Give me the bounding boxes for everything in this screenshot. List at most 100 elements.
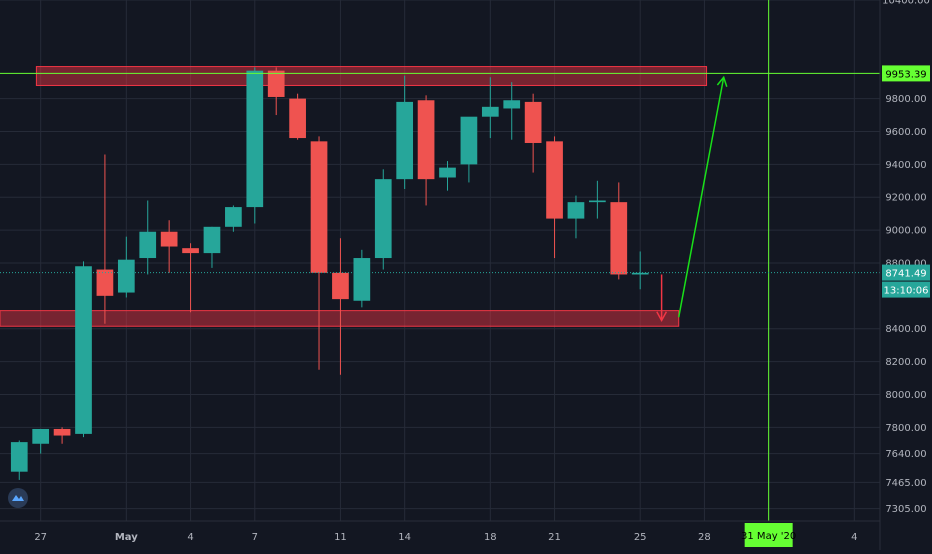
candle-body [267,70,285,97]
y-tick-label: 9800.00 [885,94,926,105]
x-tick-label: May [115,532,138,543]
candle [10,440,28,480]
candle [460,116,478,183]
candle-body [225,207,242,227]
y-tick-label: 7305.00 [885,504,926,515]
countdown-bg [882,281,930,298]
candle-body [246,70,264,208]
candle [610,182,628,280]
x-tick-label: 4 [187,532,193,543]
candle-body [374,179,392,259]
y-tick-label: 10400.00 [882,0,930,7]
candle [267,67,285,116]
countdown-text: 13:10:06 [884,286,929,297]
candle-body [32,428,50,444]
target-price-label: 9953.39 [882,65,930,82]
y-tick-label: 9200.00 [885,193,926,204]
candle [310,136,328,370]
candle [139,200,157,275]
candle [96,154,114,324]
candle-body [310,141,328,273]
y-tick-label: 9600.00 [885,127,926,138]
x-tick-label: 14 [398,532,411,543]
last-price-label-bg [882,264,930,281]
last-price-label: 8741.49 [882,264,930,281]
candle-body [396,101,414,180]
candle [246,67,264,224]
arrow-shaft [677,77,725,318]
arrow-head [656,311,668,323]
candle-body [203,226,221,254]
candle [225,205,242,232]
x-tick-label: 25 [634,532,647,543]
candle [289,93,306,140]
candle [417,95,435,206]
price-axis[interactable]: 10400.00 9800.00 9600.00 9400.00 9200.00 9000… [882,0,930,515]
x-tick-label: 28 [698,532,711,543]
price-labels: 9953.39 8741.49 13:10:06 31 May '20 [741,65,930,547]
target-price-label-bg [882,65,930,82]
crosshair-date-label: 31 May '20 [741,523,796,547]
candle-body [139,231,157,259]
crosshair-date-text: 31 May '20 [741,531,796,542]
candle-body [353,258,371,301]
candle [374,169,392,270]
candle [481,77,499,139]
candle-body [589,200,606,203]
candle [546,136,563,259]
candle-body [610,202,628,275]
candle-body [182,248,199,254]
candle [524,93,542,173]
y-tick-label: 7640.00 [885,449,926,460]
candle-body [160,231,178,247]
candle [160,220,178,273]
candle-body [631,272,649,275]
x-tick-label: 21 [548,532,561,543]
candle [332,238,349,375]
candle [439,161,456,191]
y-tick-label: 7465.00 [885,478,926,489]
candle [53,427,71,444]
target-price-label-text: 9953.39 [885,69,926,80]
candle [75,261,92,438]
candle-body [289,98,306,139]
x-tick-label: 18 [484,532,497,543]
candle-body [332,272,349,300]
candle-body [10,442,28,472]
candle-body [546,141,563,219]
time-axis[interactable]: 27 May 4 7 11 14 18 21 25 28 4 [34,532,857,543]
x-tick-label: 4 [851,532,857,543]
candle-body [439,167,456,178]
candle-body [524,101,542,143]
zones [0,66,708,327]
candle-body [117,259,135,293]
candle-body [96,269,114,296]
y-tick-label: 8800.00 [885,258,926,269]
candle [589,180,606,219]
x-tick-label: 7 [252,532,258,543]
candle [396,75,414,190]
support-zone [0,310,680,327]
up-arrow [677,75,728,318]
arrow-head [716,75,728,87]
y-tick-label: 9000.00 [885,226,926,237]
last-price-label-text: 8741.49 [885,269,926,280]
x-tick-label: 27 [34,532,47,543]
candle-body [417,100,435,180]
candle-body [460,116,478,165]
y-tick-label: 8200.00 [885,357,926,368]
y-tick-label: 8000.00 [885,390,926,401]
countdown-label: 13:10:06 [882,281,930,298]
candle-body [53,428,71,436]
candle [503,82,521,140]
crosshair-date-bg [744,523,793,547]
candle [353,249,371,308]
candle-body [75,266,92,434]
tradingview-icon[interactable] [8,488,28,508]
candle [567,195,585,239]
candle [117,236,135,298]
down-arrow [656,274,668,323]
candles [10,67,649,480]
